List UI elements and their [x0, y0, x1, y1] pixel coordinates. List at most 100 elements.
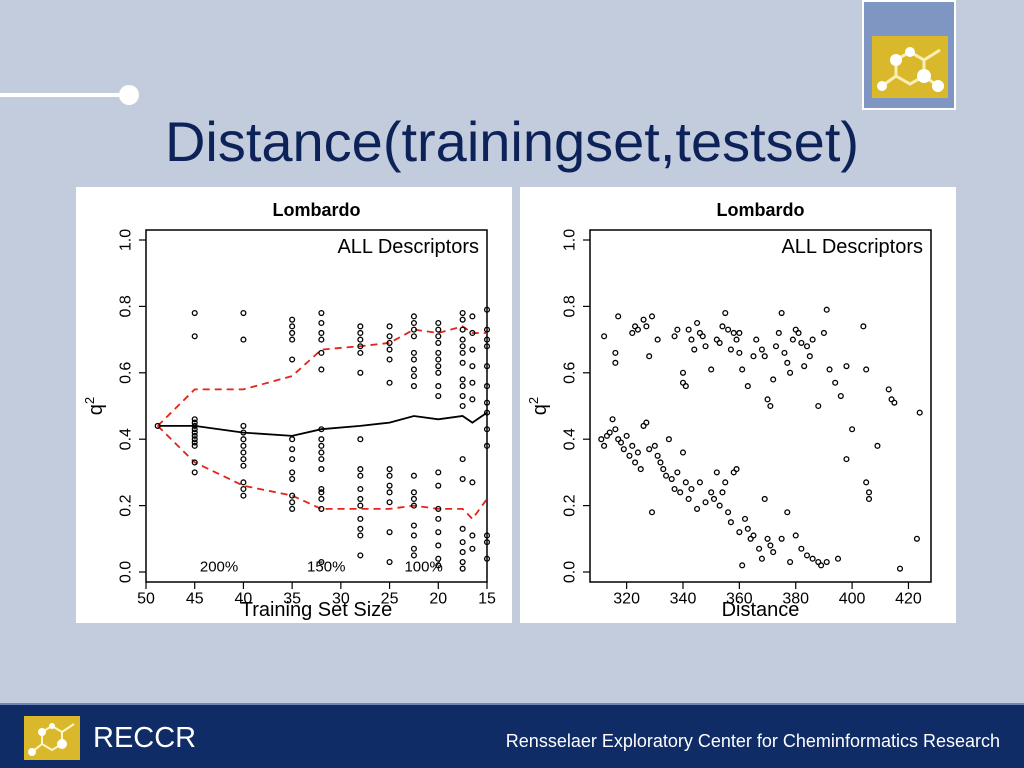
data-point: [469, 363, 476, 370]
data-point: [240, 485, 247, 493]
data-point: [761, 353, 768, 360]
data-point: [787, 558, 794, 566]
data-point: [679, 369, 687, 376]
data-point: [646, 446, 653, 453]
data-point: [191, 419, 198, 426]
data-point: [674, 469, 681, 476]
data-point: [863, 479, 870, 486]
data-point: [357, 436, 364, 443]
x-tick-label: 30: [332, 591, 350, 608]
data-point: [410, 502, 417, 509]
data-point: [459, 349, 466, 356]
data-point: [632, 459, 639, 466]
footer-brand: RECCR: [93, 722, 197, 754]
data-point: [357, 369, 364, 376]
data-point: [640, 316, 647, 323]
data-point: [289, 323, 296, 330]
data-point: [708, 489, 715, 496]
x-tick-label: 50: [137, 591, 155, 608]
data-point: [435, 555, 442, 562]
data-point: [318, 336, 325, 343]
data-point: [696, 479, 703, 486]
data-point: [716, 502, 723, 509]
data-point: [778, 535, 785, 542]
data-point: [289, 446, 296, 453]
data-point: [719, 489, 726, 496]
data-point: [665, 436, 672, 443]
data-point: [685, 326, 692, 333]
data-point: [459, 376, 466, 383]
data-point: [598, 436, 605, 443]
data-point: [410, 319, 417, 327]
plot-frame: [589, 229, 932, 583]
data-point: [677, 489, 684, 496]
data-point: [435, 333, 442, 340]
data-point: [459, 456, 466, 463]
data-point: [289, 436, 296, 443]
data-point: [736, 529, 743, 536]
data-point: [357, 532, 364, 539]
data-point: [685, 495, 692, 503]
data-point: [289, 499, 296, 506]
data-point: [634, 449, 641, 456]
data-point: [483, 555, 491, 562]
data-point: [357, 525, 364, 532]
data-point: [289, 456, 296, 463]
chart-annotation: ALL Descriptors: [337, 236, 479, 258]
data-point: [318, 329, 325, 337]
percentage-label: 150%: [307, 559, 345, 576]
data-point: [767, 542, 774, 549]
chart-annotation: ALL Descriptors: [781, 236, 923, 258]
data-point: [837, 392, 844, 400]
data-point: [357, 485, 364, 493]
data-point: [682, 383, 689, 390]
data-point: [240, 456, 247, 463]
data-point: [764, 535, 771, 542]
data-point: [459, 326, 466, 333]
data-point: [612, 359, 619, 366]
x-tick-label: 45: [186, 591, 204, 608]
data-point: [357, 329, 364, 337]
data-point: [191, 459, 198, 466]
data-point: [459, 343, 466, 350]
data-point: [459, 475, 466, 483]
data-point: [435, 349, 442, 356]
data-point: [289, 316, 296, 323]
data-point: [809, 336, 816, 343]
y-tick-label: 0.2: [562, 494, 579, 516]
data-point: [240, 422, 247, 429]
data-point: [823, 558, 830, 566]
data-point: [648, 313, 656, 320]
data-point: [789, 336, 796, 343]
data-point: [435, 339, 442, 346]
x-tick-label: 320: [613, 591, 640, 608]
data-point: [874, 442, 881, 449]
data-point: [410, 495, 417, 503]
data-point: [240, 462, 247, 469]
data-point: [615, 313, 622, 320]
data-point: [787, 369, 794, 376]
data-point: [483, 532, 491, 539]
x-tick-label: 360: [726, 591, 753, 608]
data-point: [410, 545, 417, 552]
data-point: [916, 409, 923, 416]
data-point: [289, 475, 296, 483]
data-point: [357, 336, 364, 343]
data-point: [459, 309, 466, 317]
data-point: [459, 402, 466, 410]
data-point: [289, 469, 296, 476]
data-point: [289, 505, 296, 512]
data-point: [318, 485, 325, 493]
data-point: [357, 495, 364, 503]
data-point: [435, 505, 442, 512]
decorative-dot: [119, 85, 139, 105]
data-point: [289, 336, 296, 343]
data-point: [357, 552, 364, 559]
data-point: [832, 379, 839, 386]
data-point: [469, 532, 476, 539]
data-point: [240, 479, 247, 486]
data-point: [654, 452, 661, 459]
data-point: [778, 309, 785, 317]
data-point: [606, 429, 613, 436]
data-point: [679, 449, 687, 456]
